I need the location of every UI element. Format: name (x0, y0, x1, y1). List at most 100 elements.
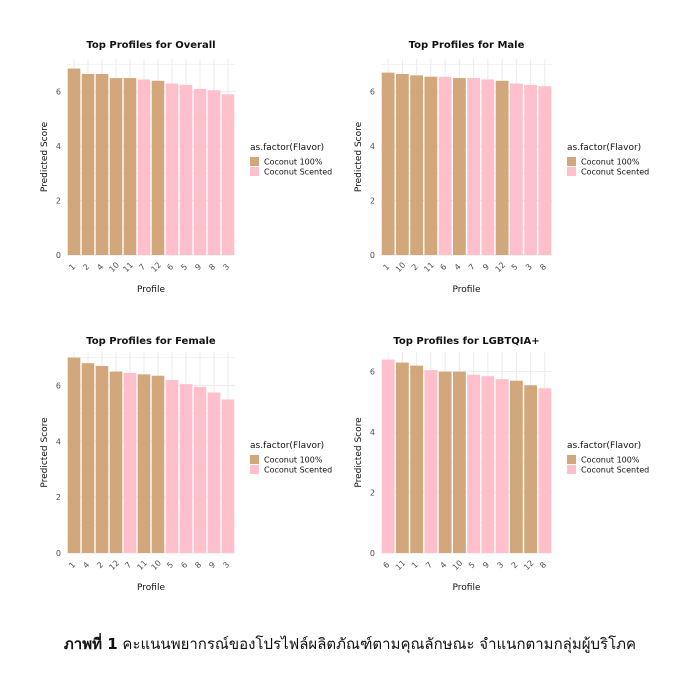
bar (524, 84, 538, 255)
x-tick-label: 11 (121, 260, 135, 274)
bar (193, 386, 207, 553)
legend-item-label: Coconut Scented (581, 168, 649, 177)
x-tick-label: 4 (438, 560, 448, 570)
chart-title: Top Profiles for Female (86, 336, 216, 347)
x-tick-label: 6 (381, 560, 391, 570)
bar (452, 371, 466, 553)
bar (424, 76, 438, 255)
x-tick-label: 3 (221, 262, 231, 272)
bar (193, 88, 207, 255)
x-tick-label: 7 (467, 262, 477, 272)
x-tick-label: 3 (495, 560, 505, 570)
bar (495, 80, 509, 256)
x-tick-label: 8 (538, 262, 548, 272)
x-tick-label: 9 (207, 560, 217, 570)
x-tick-label: 1 (67, 560, 77, 570)
bar (467, 78, 481, 255)
x-tick-label: 9 (481, 560, 491, 570)
bar (452, 78, 466, 255)
bar (95, 365, 109, 553)
chart-title: Top Profiles for Overall (86, 40, 215, 51)
bar (179, 84, 193, 255)
bar (438, 371, 452, 553)
bar (123, 78, 137, 255)
y-tick-label: 6 (370, 368, 375, 377)
x-tick-label: 3 (221, 560, 231, 570)
bar (151, 80, 165, 256)
y-tick-label: 4 (56, 437, 61, 446)
chart-title: Top Profiles for Male (409, 40, 525, 51)
bar (495, 379, 509, 553)
bar (151, 375, 165, 553)
bar (467, 374, 481, 553)
bar (221, 399, 235, 553)
x-axis-label: Profile (137, 583, 165, 593)
x-axis-label: Profile (453, 285, 481, 295)
bar (67, 357, 81, 553)
legend-swatch (567, 465, 576, 474)
x-tick-label: 2 (95, 560, 105, 570)
legend-item-label: Coconut 100% (581, 456, 640, 465)
y-tick-label: 4 (370, 428, 375, 437)
legend-swatch (567, 167, 576, 176)
x-tick-label: 4 (453, 262, 463, 272)
bar (207, 90, 221, 255)
chart-title: Top Profiles for LGBTQIA+ (393, 336, 539, 347)
bar (81, 73, 95, 255)
y-tick-label: 6 (56, 88, 61, 97)
y-tick-label: 6 (370, 88, 375, 97)
bar (381, 359, 395, 553)
y-tick-label: 6 (56, 382, 61, 391)
legend-title: as.factor(Flavor) (250, 143, 324, 153)
bar (67, 68, 81, 256)
y-axis-label: Predicted Score (40, 417, 50, 488)
x-tick-label: 9 (481, 262, 491, 272)
y-tick-label: 0 (56, 549, 61, 558)
x-tick-label: 2 (81, 262, 91, 272)
legend-item-label: Coconut 100% (264, 158, 323, 167)
bar (438, 76, 452, 255)
y-tick-label: 4 (370, 142, 375, 151)
x-tick-label: 12 (494, 260, 508, 274)
x-tick-label: 11 (135, 558, 149, 572)
x-tick-label: 4 (81, 560, 91, 570)
x-tick-label: 11 (422, 260, 436, 274)
bar (424, 370, 438, 553)
x-tick-label: 6 (165, 262, 175, 272)
x-tick-label: 1 (381, 262, 391, 272)
bar (81, 363, 95, 553)
x-tick-label: 8 (207, 262, 217, 272)
x-tick-label: 5 (179, 262, 189, 272)
legend-swatch (250, 167, 259, 176)
x-tick-label: 7 (424, 560, 434, 570)
bar (137, 79, 151, 256)
x-tick-label: 5 (510, 262, 520, 272)
bar (395, 362, 409, 553)
legend-title: as.factor(Flavor) (250, 441, 324, 451)
x-tick-label: 6 (438, 262, 448, 272)
bar (410, 75, 424, 255)
x-axis-label: Profile (453, 583, 481, 593)
x-tick-label: 11 (394, 558, 408, 572)
x-tick-label: 8 (538, 560, 548, 570)
x-tick-label: 12 (522, 558, 536, 572)
bar (109, 371, 123, 553)
x-tick-label: 4 (95, 262, 105, 272)
y-tick-label: 0 (370, 549, 375, 558)
bar (481, 376, 495, 553)
legend-swatch (250, 455, 259, 464)
x-tick-label: 7 (123, 560, 133, 570)
bar (137, 374, 151, 553)
x-tick-label: 2 (410, 262, 420, 272)
figure-caption: ภาพที่ 1 คะแนนพยากรณ์ของโปรไฟล์ผลิตภัณฑ์… (0, 632, 700, 656)
legend-swatch (567, 455, 576, 464)
x-tick-label: 10 (107, 260, 121, 274)
caption-text: คะแนนพยากรณ์ของโปรไฟล์ผลิตภัณฑ์ตามคุณลัก… (117, 635, 637, 653)
x-tick-label: 7 (137, 262, 147, 272)
y-axis-label: Predicted Score (354, 121, 364, 192)
x-axis-label: Profile (137, 285, 165, 295)
legend-title: as.factor(Flavor) (567, 143, 641, 153)
